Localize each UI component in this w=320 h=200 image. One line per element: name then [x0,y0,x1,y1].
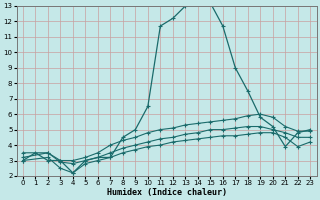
X-axis label: Humidex (Indice chaleur): Humidex (Indice chaleur) [107,188,227,197]
